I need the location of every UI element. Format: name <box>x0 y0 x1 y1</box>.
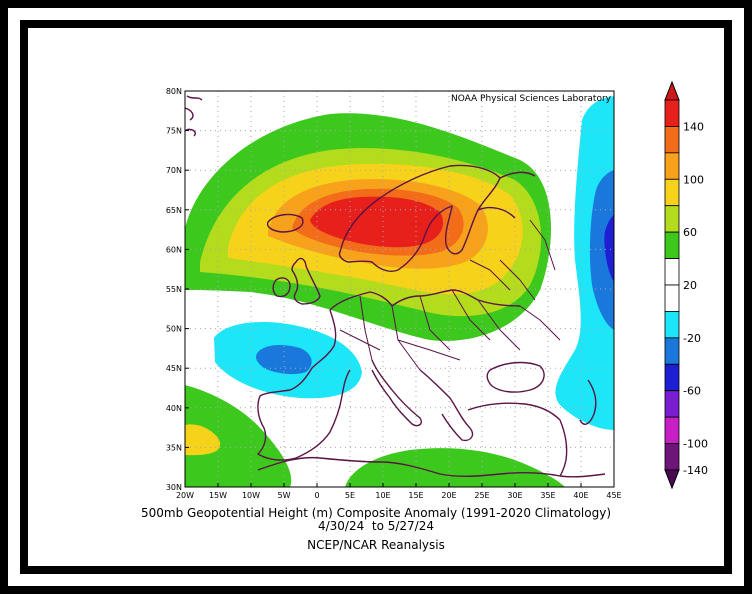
colorbar-segment <box>664 126 680 154</box>
colorbar-label: -140 <box>683 464 708 477</box>
lat-tick-label: 75N <box>166 127 182 136</box>
contour-green-s <box>345 448 565 487</box>
lon-tick-label: 40E <box>573 491 588 500</box>
lon-tick-label: 10W <box>242 491 260 500</box>
lon-tick-label: 20E <box>441 491 456 500</box>
contour-yellow-sw <box>185 424 221 456</box>
lon-tick-label: 45E <box>606 491 621 500</box>
colorbar-label: -20 <box>683 332 701 345</box>
lon-tick-label: 20W <box>176 491 194 500</box>
colorbar-segment <box>664 337 680 365</box>
colorbar-segment <box>664 443 680 471</box>
coastlines <box>185 95 606 478</box>
contour-cyan-east <box>555 96 614 430</box>
colorbar-label: 60 <box>683 226 697 239</box>
lat-tick-label: 55N <box>166 285 182 294</box>
lon-tick-label: 0 <box>314 491 319 500</box>
lon-tick-label: 15E <box>408 491 423 500</box>
lat-tick-label: 40N <box>166 404 182 413</box>
colorbar-label: 100 <box>683 173 704 186</box>
longitude-labels: 20W 15W 10W 5W 0 5E 10E 15E 20E 25E 30E 35E 40E 45E <box>176 483 622 500</box>
caption-title: 500mb Geopotential Height (m) Composite … <box>140 506 611 520</box>
contour-darkblue-east <box>604 215 614 282</box>
colorbar-label: -60 <box>683 385 701 398</box>
lat-tick-label: 30N <box>166 483 182 492</box>
lon-tick-label: 5W <box>278 491 291 500</box>
colorbar-bottom-arrow <box>664 469 680 490</box>
colorbar-top-arrow <box>664 80 680 101</box>
colorbar-label: -100 <box>683 438 708 451</box>
lat-tick-label: 35N <box>166 443 182 452</box>
lat-tick-label: 45N <box>166 364 182 373</box>
colorbar: 140 100 60 20 -20 -60 -100 -140 <box>664 80 708 490</box>
lon-tick-label: 35E <box>540 491 555 500</box>
colorbar-segment <box>664 178 680 207</box>
anomaly-field <box>185 91 614 487</box>
colorbar-label: 20 <box>683 279 697 292</box>
credit-label: NOAA Physical Sciences Laboratory <box>451 94 612 104</box>
lon-tick-label: 5E <box>345 491 355 500</box>
lat-tick-label: 60N <box>166 245 182 254</box>
lat-tick-label: 50N <box>166 325 182 334</box>
contour-red-120 <box>310 196 444 248</box>
latitude-labels: 30N 35N 40N 45N 50N 55N 60N 65N 70N 75N 80N <box>166 87 189 492</box>
colorbar-segment <box>664 390 680 418</box>
lat-tick-label: 80N <box>166 87 182 96</box>
contour-green-sw <box>185 385 292 487</box>
colorbar-segment <box>664 311 680 339</box>
lat-tick-label: 65N <box>166 206 182 215</box>
colorbar-segment <box>664 416 680 444</box>
caption-source: NCEP/NCAR Reanalysis <box>307 538 445 552</box>
caption-dates: 4/30/24 to 5/27/24 <box>317 519 434 533</box>
colorbar-segment <box>664 231 680 259</box>
colorbar-segment <box>664 99 680 127</box>
colorbar-segment <box>664 205 680 233</box>
lon-tick-label: 30E <box>507 491 522 500</box>
lon-tick-label: 25E <box>474 491 489 500</box>
lat-lon-grid <box>185 91 614 487</box>
contour-blue-neg40 <box>256 344 312 375</box>
colorbar-segment <box>664 363 680 392</box>
lon-tick-label: 10E <box>375 491 390 500</box>
lat-tick-label: 70N <box>166 166 182 175</box>
colorbar-label: 140 <box>683 120 704 133</box>
colorbar-segment <box>664 152 680 180</box>
lon-tick-label: 15W <box>209 491 227 500</box>
colorbar-segment <box>664 258 680 286</box>
colorbar-segment <box>664 284 680 312</box>
